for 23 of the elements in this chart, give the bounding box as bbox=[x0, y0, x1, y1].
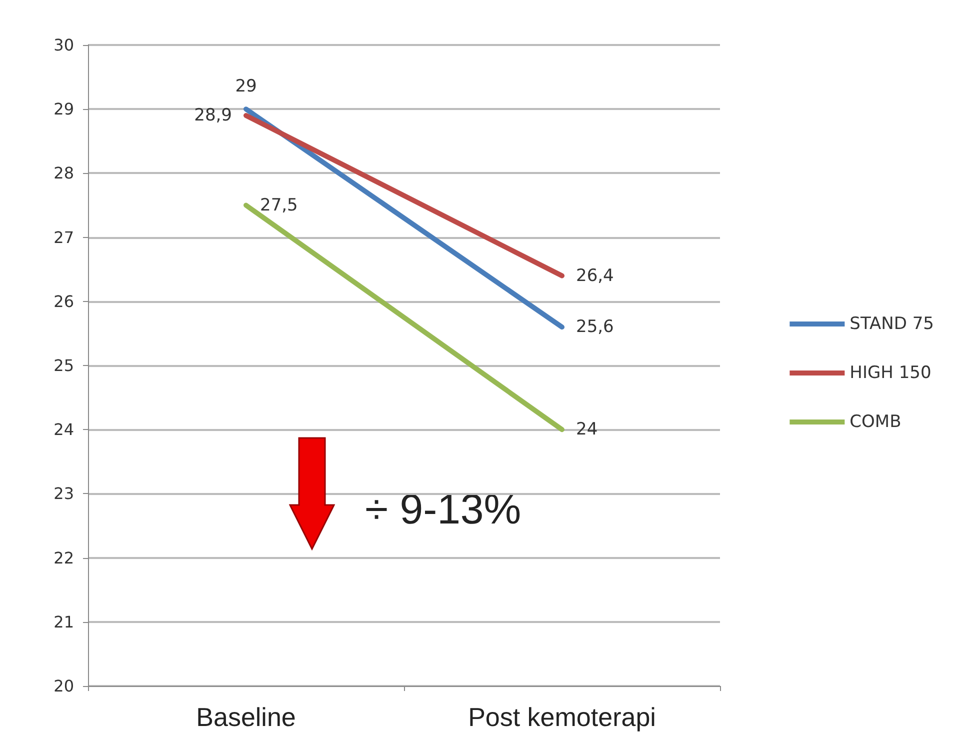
data-label: 28,9 bbox=[194, 106, 232, 126]
y-tick-label: 25 bbox=[54, 356, 74, 375]
y-tick-label: 28 bbox=[54, 164, 74, 183]
data-label: 24 bbox=[576, 420, 598, 440]
data-label: 25,6 bbox=[576, 317, 614, 338]
data-label: 27,5 bbox=[260, 195, 298, 216]
y-tick-label: 26 bbox=[54, 292, 74, 311]
legend-label: HIGH 150 bbox=[850, 363, 932, 383]
y-tick-label: 22 bbox=[54, 548, 74, 568]
y-tick-label: 20 bbox=[54, 676, 74, 696]
y-tick-label: 29 bbox=[54, 100, 74, 119]
y-tick-label: 23 bbox=[54, 484, 74, 504]
data-label: 29 bbox=[235, 76, 257, 97]
annotation: ÷ 9-13% bbox=[365, 486, 522, 532]
y-tick-label: 30 bbox=[54, 36, 74, 54]
y-tick-label: 27 bbox=[54, 228, 74, 247]
data-label: 26,4 bbox=[576, 266, 614, 286]
legend-label: STAND 75 bbox=[850, 314, 934, 334]
y-tick-label: 21 bbox=[54, 612, 74, 632]
y-tick-label: 24 bbox=[54, 420, 74, 440]
x-tick-label: Baseline bbox=[196, 702, 296, 732]
legend-label: COMB bbox=[850, 412, 902, 432]
x-tick-label: Post kemoterapi bbox=[468, 702, 656, 732]
